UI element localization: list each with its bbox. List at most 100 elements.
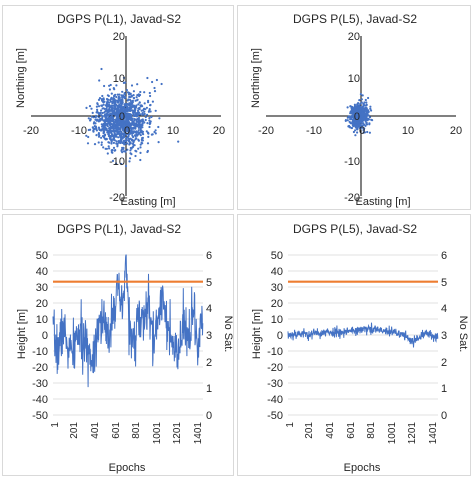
x-tick-label: 1201 xyxy=(172,422,183,445)
y2-tick-label: 6 xyxy=(206,250,212,262)
data-point xyxy=(108,88,111,91)
data-point xyxy=(105,120,108,123)
data-point xyxy=(111,120,114,123)
x-tick-label: 20 xyxy=(213,125,225,137)
data-point xyxy=(154,129,157,132)
data-point xyxy=(121,137,124,140)
x-tick-label: 801 xyxy=(131,422,142,439)
data-point xyxy=(114,105,117,108)
data-point xyxy=(85,134,88,137)
data-point xyxy=(116,130,119,133)
data-point xyxy=(115,95,118,99)
data-point xyxy=(121,151,124,154)
data-point xyxy=(118,96,121,99)
data-point xyxy=(107,141,110,144)
data-point xyxy=(103,134,106,137)
data-point xyxy=(105,137,108,140)
chart-svg: DGPS P(L5), Javad-S2 Northing [m] Eastin… xyxy=(250,12,462,208)
data-point xyxy=(148,119,151,122)
data-point xyxy=(123,128,126,132)
data-point xyxy=(362,102,365,106)
data-point xyxy=(132,135,135,139)
y-tick-label: 30 xyxy=(271,282,283,294)
data-point xyxy=(362,122,365,125)
data-point xyxy=(129,157,132,160)
data-point xyxy=(146,150,149,154)
data-point xyxy=(127,139,130,142)
data-point xyxy=(138,106,141,110)
data-point xyxy=(132,94,135,97)
y2-tick-labels: 6 5 4 3 2 1 0 xyxy=(441,250,447,422)
data-point xyxy=(109,124,112,127)
data-point xyxy=(350,126,353,130)
data-point xyxy=(119,99,123,102)
data-point xyxy=(119,123,122,126)
data-point xyxy=(117,141,120,144)
data-point xyxy=(120,162,123,166)
data-point xyxy=(360,107,363,110)
chart-panel-l5-scatter: DGPS P(L5), Javad-S2 Northing [m] Eastin… xyxy=(237,5,471,210)
chart-svg: DGPS P(L1), Javad-S2 Northing [m] Eastin… xyxy=(15,12,225,208)
data-point xyxy=(103,120,106,123)
data-point xyxy=(111,100,114,104)
data-point xyxy=(86,142,90,145)
data-point xyxy=(134,130,137,134)
data-point xyxy=(118,109,121,112)
data-point xyxy=(113,149,116,152)
data-point xyxy=(95,129,98,132)
x-axis-label: Epochs xyxy=(109,462,146,474)
data-point xyxy=(365,104,368,107)
gridlines xyxy=(53,254,203,416)
y-tick-label: 0 xyxy=(277,330,283,342)
data-point xyxy=(107,122,110,125)
data-point xyxy=(137,147,140,150)
data-point xyxy=(130,129,133,132)
data-point xyxy=(370,109,373,112)
data-point xyxy=(139,90,142,94)
data-point xyxy=(155,78,158,82)
y-tick-label: 0 xyxy=(119,111,125,123)
chart-title: DGPS P(L1), Javad-S2 xyxy=(57,222,181,236)
data-point xyxy=(113,107,117,111)
data-point xyxy=(100,129,103,132)
y-tick-label: -20 xyxy=(32,362,48,374)
x-tick-label: -20 xyxy=(23,125,39,137)
data-point xyxy=(97,111,100,114)
x-tick-label: 401 xyxy=(90,422,101,439)
data-point xyxy=(96,103,99,106)
y-tick-label: 30 xyxy=(36,282,48,294)
data-point xyxy=(106,94,109,97)
data-point xyxy=(356,131,359,134)
data-point xyxy=(357,106,360,109)
chart-title: DGPS P(L5), Javad-S2 xyxy=(293,222,417,236)
data-points xyxy=(344,93,374,137)
data-point xyxy=(97,98,101,101)
data-point xyxy=(136,131,140,134)
data-point xyxy=(137,103,140,106)
data-point xyxy=(138,101,141,104)
x-axis-label: Easting [m] xyxy=(120,196,175,208)
data-point xyxy=(113,139,116,142)
data-point xyxy=(107,145,110,148)
data-point xyxy=(107,103,111,106)
data-point xyxy=(98,97,102,100)
data-point xyxy=(99,111,102,114)
data-point xyxy=(129,146,132,150)
data-point xyxy=(109,115,112,118)
data-point xyxy=(95,134,98,137)
data-point xyxy=(145,106,148,109)
data-point xyxy=(143,91,146,94)
y2-tick-label: 0 xyxy=(206,410,212,422)
data-point xyxy=(117,127,120,130)
data-point xyxy=(363,110,366,113)
data-point xyxy=(127,137,130,140)
data-point xyxy=(124,109,127,112)
y-tick-label: -20 xyxy=(109,192,125,204)
data-point xyxy=(118,121,121,124)
x-tick-label: 201 xyxy=(304,422,315,439)
data-point xyxy=(362,129,365,132)
data-point xyxy=(101,116,104,119)
data-point xyxy=(113,123,116,126)
data-point xyxy=(136,109,140,112)
data-point xyxy=(122,147,125,150)
